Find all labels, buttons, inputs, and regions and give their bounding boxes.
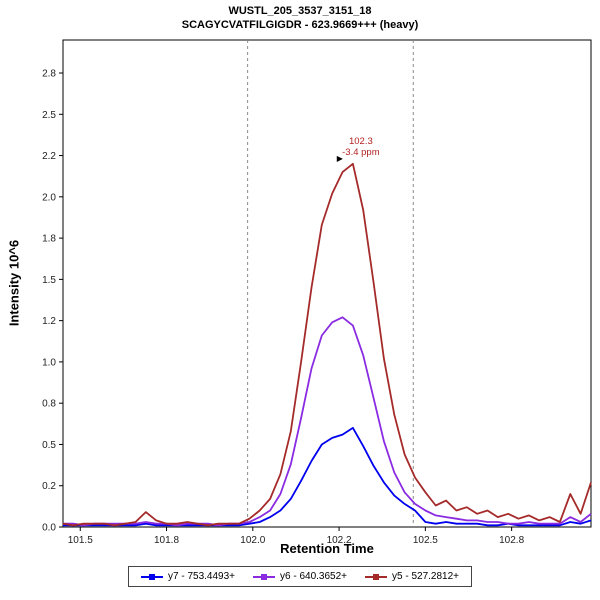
series-line-y5[interactable] bbox=[62, 162, 592, 527]
legend-label-y5: y5 - 527.2812+ bbox=[392, 571, 459, 582]
peak-annotation-ppm: -3.4 ppm bbox=[342, 147, 380, 158]
y-tick-label: 2.0 bbox=[42, 192, 56, 203]
y-axis-label: Intensity 10^6 bbox=[6, 239, 22, 327]
y-tick-label: 2.5 bbox=[42, 110, 56, 121]
peak-arrow-icon: ▶ bbox=[337, 154, 344, 163]
y-tick-label: 0.0 bbox=[42, 523, 56, 534]
legend-entry-y5: y5 - 527.2812+ bbox=[365, 571, 459, 582]
y-tick-label: 0.2 bbox=[42, 481, 56, 492]
chart-title: WUSTL_205_3537_3151_18 bbox=[228, 5, 372, 17]
plot-frame bbox=[62, 39, 592, 528]
x-tick-label: 102.8 bbox=[499, 535, 524, 546]
legend-label-y7: y7 - 753.4493+ bbox=[168, 571, 235, 582]
y-tick-label: 2.8 bbox=[42, 69, 56, 80]
peak-annotation-time: 102.3 bbox=[349, 136, 373, 147]
y-tick-label: 0.5 bbox=[42, 440, 56, 451]
series-line-y6[interactable] bbox=[63, 316, 592, 527]
y-tick-label: 1.2 bbox=[42, 316, 56, 327]
x-tick-label: 102.5 bbox=[413, 535, 438, 546]
x-axis-label: Retention Time bbox=[280, 541, 374, 556]
legend-line-sample-y5 bbox=[365, 573, 387, 581]
x-tick-label: 102.2 bbox=[327, 535, 352, 546]
legend-line-sample-y6 bbox=[253, 573, 275, 581]
x-tick-label: 101.8 bbox=[154, 535, 179, 546]
chart-subtitle: SCAGYCVATFILGIGDR - 623.9669+++ (heavy) bbox=[181, 19, 419, 31]
y-tick-label: 1.8 bbox=[42, 234, 56, 245]
legend-entry-y7: y7 - 753.4493+ bbox=[141, 571, 235, 582]
y-tick-label: 1.5 bbox=[42, 275, 56, 286]
y-tick-label: 0.8 bbox=[42, 399, 56, 410]
legend-label-y6: y6 - 640.3652+ bbox=[280, 571, 347, 582]
legend-line-sample-y7 bbox=[141, 573, 163, 581]
x-tick-label: 101.5 bbox=[68, 535, 93, 546]
y-tick-label: 2.2 bbox=[42, 151, 56, 162]
series-line-y7[interactable] bbox=[63, 426, 592, 527]
legend-entry-y6: y6 - 640.3652+ bbox=[253, 571, 347, 582]
x-tick-label: 102.0 bbox=[240, 535, 265, 546]
y-tick-label: 1.0 bbox=[42, 357, 56, 368]
legend: y7 - 753.4493+ y6 - 640.3652+ y5 - 527.2… bbox=[128, 566, 472, 587]
